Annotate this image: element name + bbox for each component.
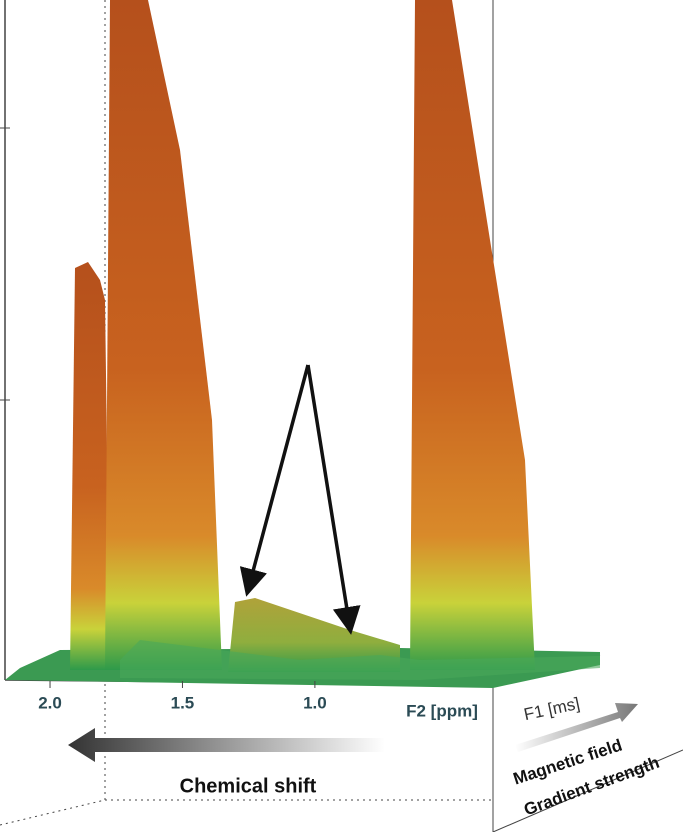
surface xyxy=(5,0,600,688)
x-tick-label: 2.0 xyxy=(38,693,62,712)
x-tick-label: 1.0 xyxy=(303,693,327,712)
z-label: F1 [ms] xyxy=(522,694,581,724)
x-label: F2 [ppm] xyxy=(406,701,478,720)
shift-label: Chemical shift xyxy=(180,775,317,797)
annotation-arrows xyxy=(239,364,361,635)
field-arrow xyxy=(515,703,638,752)
x-tick-label: 1.5 xyxy=(171,693,195,712)
shift-arrow xyxy=(68,728,385,762)
